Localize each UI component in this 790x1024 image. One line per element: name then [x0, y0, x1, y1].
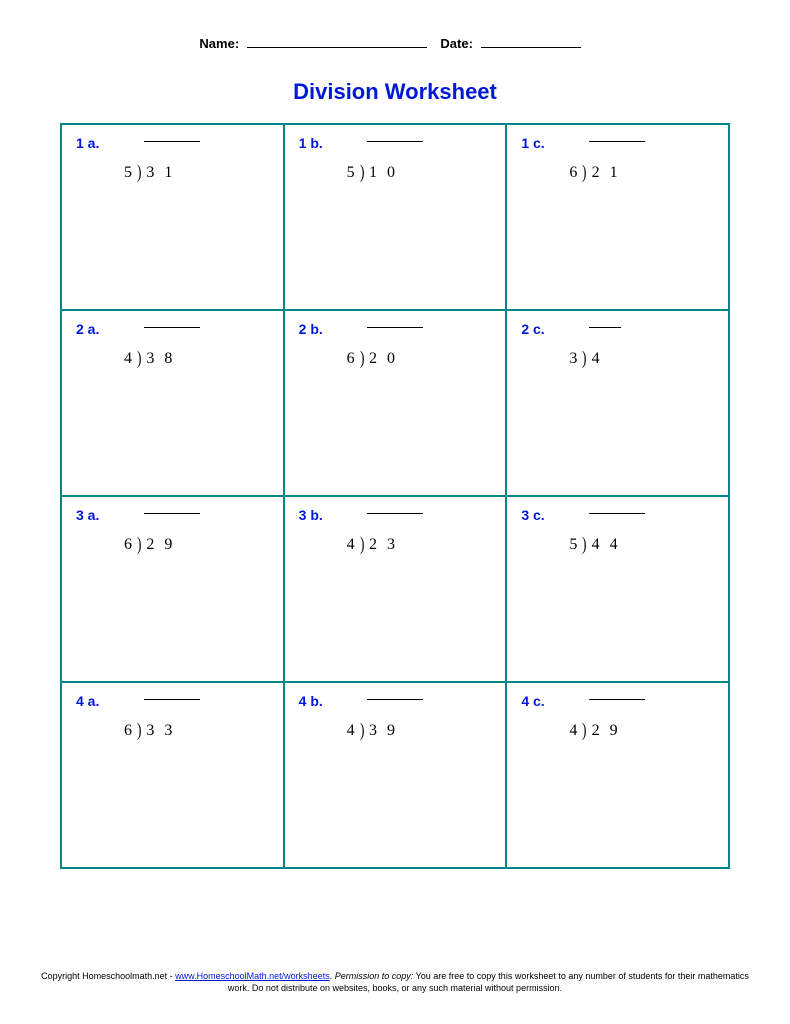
vinculum: [144, 327, 200, 329]
division-bracket: ): [137, 348, 141, 370]
division-problem: 6)21: [569, 141, 645, 183]
division-bracket: ): [360, 162, 364, 184]
dividend: 29: [140, 536, 182, 553]
division-bracket: ): [360, 720, 364, 742]
division-expression: 4)23: [347, 533, 423, 555]
divisor: 5: [347, 164, 357, 181]
dividend: 38: [140, 350, 182, 367]
vinculum: [589, 513, 645, 515]
divisor: 6: [124, 722, 134, 739]
date-blank[interactable]: [481, 36, 581, 48]
divisor: 6: [569, 164, 579, 181]
dividend: 23: [363, 536, 405, 553]
vinculum: [589, 327, 621, 329]
division-problem: 6)20: [347, 327, 423, 369]
dividend: 21: [586, 164, 628, 181]
division-expression: 4)39: [347, 719, 423, 741]
division-problem: 5)31: [124, 141, 200, 183]
division-problem: 6)29: [124, 513, 200, 555]
vinculum: [144, 141, 200, 143]
problem-cell: 2 a.4)38: [61, 310, 284, 496]
division-problem: 4)29: [569, 699, 645, 741]
header: Name: Date:: [60, 36, 730, 51]
division-problem: 6)33: [124, 699, 200, 741]
divisor: 4: [347, 722, 357, 739]
division-problem: 3)4: [569, 327, 621, 369]
division-bracket: ): [137, 720, 141, 742]
division-bracket: ): [582, 348, 586, 370]
division-expression: 6)33: [124, 719, 200, 741]
worksheet-page: Name: Date: Division Worksheet 1 a.5)311…: [0, 0, 790, 869]
dividend: 33: [140, 722, 182, 739]
problem-cell: 4 b.4)39: [284, 682, 507, 868]
division-bracket: ): [360, 348, 364, 370]
divisor: 6: [347, 350, 357, 367]
date-label: Date:: [440, 36, 473, 51]
problem-cell: 3 b.4)23: [284, 496, 507, 682]
division-expression: 4)38: [124, 347, 200, 369]
dividend: 20: [363, 350, 405, 367]
dividend: 29: [586, 722, 628, 739]
vinculum: [589, 699, 645, 701]
division-expression: 5)31: [124, 161, 200, 183]
division-bracket: ): [582, 720, 586, 742]
footer: Copyright Homeschoolmath.net - www.Homes…: [0, 970, 790, 994]
vinculum: [367, 141, 423, 143]
divisor: 3: [569, 350, 579, 367]
division-problem: 4)39: [347, 699, 423, 741]
vinculum: [367, 699, 423, 701]
divisor: 5: [124, 164, 134, 181]
problem-cell: 4 c.4)29: [506, 682, 729, 868]
dividend: 39: [363, 722, 405, 739]
divisor: 4: [347, 536, 357, 553]
problem-grid: 1 a.5)311 b.5)101 c.6)21 2 a.4)382 b.6)20…: [60, 123, 730, 869]
division-problem: 5)10: [347, 141, 423, 183]
problem-cell: 1 a.5)31: [61, 124, 284, 310]
vinculum: [589, 141, 645, 143]
divisor: 6: [124, 536, 134, 553]
vinculum: [144, 513, 200, 515]
division-bracket: ): [137, 534, 141, 556]
dividend: 31: [140, 164, 182, 181]
division-expression: 6)29: [124, 533, 200, 555]
division-bracket: ): [137, 162, 141, 184]
division-expression: 6)20: [347, 347, 423, 369]
division-expression: 4)29: [569, 719, 645, 741]
problem-cell: 3 c.5)44: [506, 496, 729, 682]
problem-cell: 4 a.6)33: [61, 682, 284, 868]
name-label: Name:: [199, 36, 239, 51]
vinculum: [144, 699, 200, 701]
dividend: 44: [586, 536, 628, 553]
division-expression: 5)10: [347, 161, 423, 183]
division-expression: 6)21: [569, 161, 645, 183]
problem-cell: 1 c.6)21: [506, 124, 729, 310]
division-bracket: ): [360, 534, 364, 556]
permission-label: Permission to copy:: [335, 971, 414, 981]
vinculum: [367, 513, 423, 515]
divisor: 4: [124, 350, 134, 367]
division-expression: 3)4: [569, 347, 621, 369]
division-expression: 5)44: [569, 533, 645, 555]
division-problem: 5)44: [569, 513, 645, 555]
name-blank[interactable]: [247, 36, 427, 48]
dividend: 10: [363, 164, 405, 181]
problem-cell: 3 a.6)29: [61, 496, 284, 682]
vinculum: [367, 327, 423, 329]
problem-cell: 2 c.3)4: [506, 310, 729, 496]
dividend: 4: [586, 350, 610, 367]
division-bracket: ): [582, 534, 586, 556]
copyright-text: Copyright Homeschoolmath.net -: [41, 971, 175, 981]
problem-cell: 1 b.5)10: [284, 124, 507, 310]
division-problem: 4)38: [124, 327, 200, 369]
problem-cell: 2 b.6)20: [284, 310, 507, 496]
division-bracket: ): [582, 162, 586, 184]
divisor: 4: [569, 722, 579, 739]
footer-link[interactable]: www.HomeschoolMath.net/worksheets: [175, 971, 330, 981]
page-title: Division Worksheet: [60, 79, 730, 105]
division-problem: 4)23: [347, 513, 423, 555]
divisor: 5: [569, 536, 579, 553]
